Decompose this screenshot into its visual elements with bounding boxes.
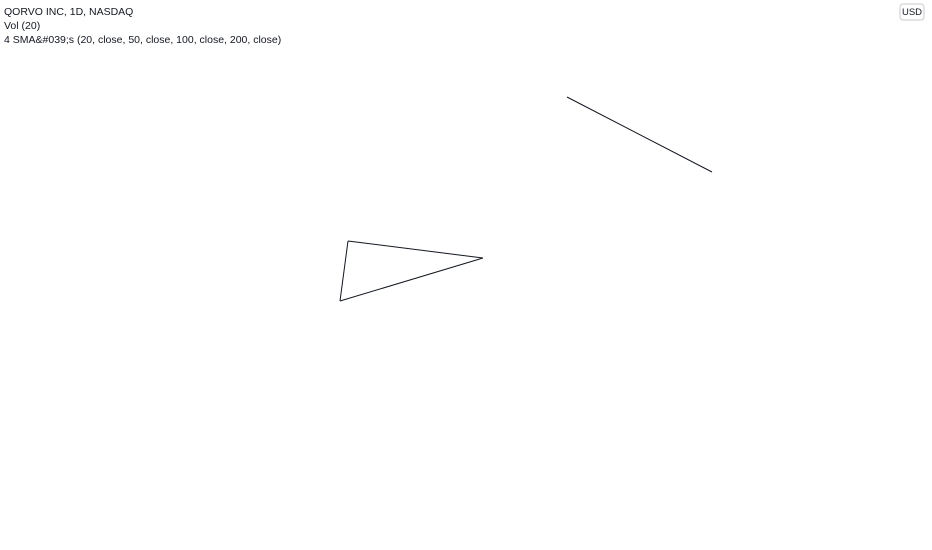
sma-legend: 4 SMA&#039;s (20, close, 50, close, 100,… (4, 34, 281, 46)
currency: USD (902, 7, 922, 18)
triangle-line (339, 240, 349, 302)
triangle-line (339, 257, 484, 302)
triangle-line (347, 240, 484, 259)
currency-badge[interactable] (899, 3, 925, 21)
volume-legend: Vol (20) (4, 20, 40, 32)
drawings (339, 96, 713, 302)
trend-line (566, 96, 713, 173)
chart-title: QORVO INC, 1D, NASDAQ (4, 6, 133, 18)
